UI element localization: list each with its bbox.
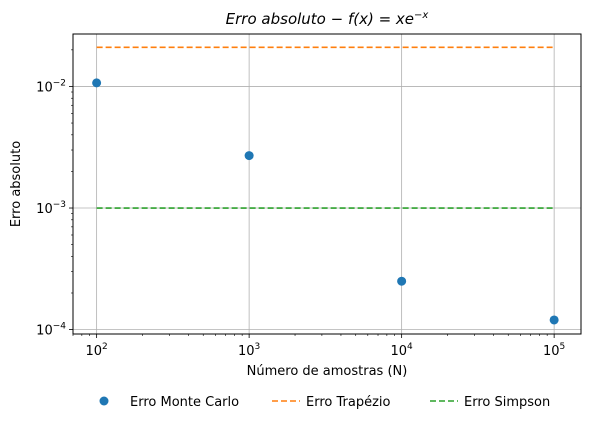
- x-tick-label: 103: [238, 342, 260, 359]
- y-tick-label: 10−3: [36, 200, 66, 217]
- y-axis-label: Erro absoluto: [9, 141, 24, 227]
- legend: Erro Monte Carlo Erro Trapézio Erro Simpso…: [99, 395, 550, 410]
- tick-labels: 102 103 104 105 10−2 10−3 10−4: [36, 78, 565, 359]
- chart-title: Erro absoluto − f(x) = xe−x: [226, 10, 429, 28]
- legend-label-erro-monte-carlo: Erro Monte Carlo: [130, 395, 239, 410]
- erro-monte-carlo-point: [244, 151, 254, 161]
- plot-frame: [72, 33, 582, 335]
- x-axis-label: Número de amostras (N): [247, 364, 408, 379]
- major-ticks: [69, 86, 555, 338]
- title-main: Erro absoluto − f(x) = xe: [226, 10, 414, 28]
- grid: [73, 34, 581, 334]
- x-tick-label: 102: [85, 342, 107, 359]
- y-tick-label: 10−4: [36, 322, 66, 339]
- legend-marker-erro-monte-carlo: [99, 396, 109, 406]
- x-tick-label: 105: [543, 342, 565, 359]
- legend-label-erro-simpson: Erro Simpson: [464, 395, 550, 410]
- y-tick-label: 10−2: [36, 78, 66, 95]
- erro-monte-carlo-point: [92, 78, 102, 88]
- x-tick-label: 104: [390, 342, 413, 359]
- title-superscript: −x: [414, 10, 428, 21]
- series-layer: [92, 46, 559, 325]
- legend-label-erro-trapezio: Erro Trapézio: [306, 395, 391, 410]
- erro-monte-carlo-point: [549, 315, 559, 325]
- erro-monte-carlo-point: [397, 276, 407, 286]
- minor-ticks: [71, 49, 548, 336]
